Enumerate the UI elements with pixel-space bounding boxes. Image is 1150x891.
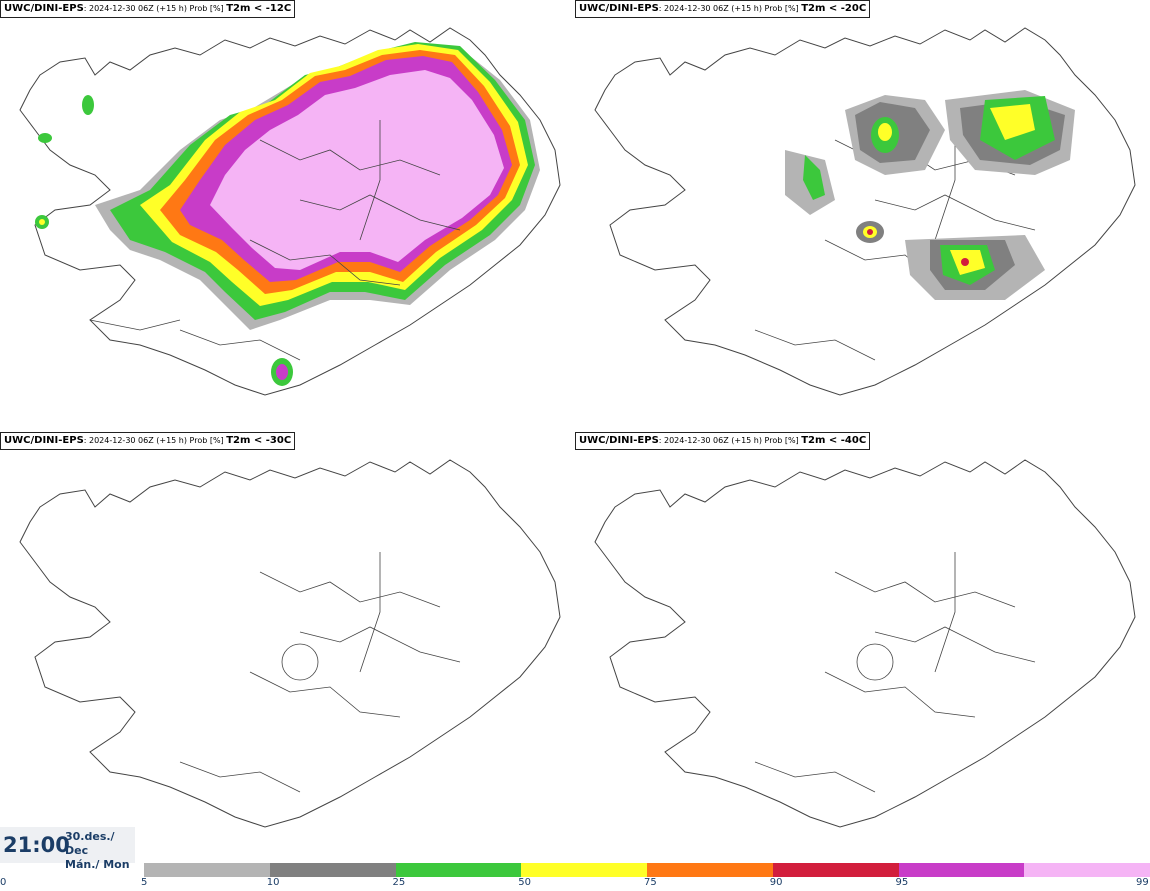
- colorbar-tick-label: 5: [141, 877, 148, 888]
- map-panel-t2m-minus12: UWC/DINI-EPS: 2024-12-30 06Z (+15 h) Pro…: [0, 0, 575, 432]
- threshold-label: T2m < -30C: [226, 435, 292, 446]
- probability-colorbar: [144, 863, 1150, 877]
- colorbar-tick-label: 10: [266, 877, 280, 888]
- colorbar-tick-label: 0: [0, 877, 7, 888]
- model-name: UWC/DINI-EPS: [4, 435, 84, 446]
- valid-time: 21:00: [3, 833, 70, 857]
- colorbar-segment: [269, 863, 396, 877]
- valid-date-line2: Mán./ Mon: [65, 858, 130, 871]
- iceland-map-minus40: [594, 459, 1136, 828]
- panel-title: UWC/DINI-EPS: 2024-12-30 06Z (+15 h) Pro…: [0, 432, 296, 450]
- colorbar-segment: [395, 863, 522, 877]
- panel-title: UWC/DINI-EPS: 2024-12-30 06Z (+15 h) Pro…: [575, 0, 871, 18]
- colorbar-tick-label: 99: [1136, 877, 1149, 888]
- map-panel-t2m-minus40: UWC/DINI-EPS: 2024-12-30 06Z (+15 h) Pro…: [575, 432, 1150, 864]
- iceland-map-minus20: [594, 27, 1136, 396]
- threshold-label: T2m < -40C: [801, 435, 867, 446]
- run-info: : 2024-12-30 06Z (+15 h) Prob [%]: [83, 4, 224, 13]
- threshold-label: T2m < -20C: [801, 3, 867, 14]
- colorbar-tick-label: 90: [769, 877, 783, 888]
- model-name: UWC/DINI-EPS: [4, 3, 84, 14]
- colorbar-segment: [647, 863, 773, 877]
- colorbar-segment: [521, 863, 647, 877]
- colorbar-segment: [144, 863, 270, 877]
- colorbar-tick-label: 95: [895, 877, 909, 888]
- colorbar-tick-label: 50: [518, 877, 531, 888]
- iceland-map-minus30: [19, 459, 561, 828]
- iceland-map-minus12: [19, 27, 561, 396]
- valid-date: 30.des./ Dec Mán./ Mon: [65, 830, 135, 872]
- valid-time-box: 21:00 30.des./ Dec Mán./ Mon: [0, 827, 135, 871]
- run-info: : 2024-12-30 06Z (+15 h) Prob [%]: [658, 436, 799, 445]
- map-panel-t2m-minus30: UWC/DINI-EPS: 2024-12-30 06Z (+15 h) Pro…: [0, 432, 575, 864]
- panel-title: UWC/DINI-EPS: 2024-12-30 06Z (+15 h) Pro…: [575, 432, 871, 450]
- colorbar-segment: [1024, 863, 1150, 877]
- colorbar-segment: [898, 863, 1025, 877]
- panel-title: UWC/DINI-EPS: 2024-12-30 06Z (+15 h) Pro…: [0, 0, 296, 18]
- run-info: : 2024-12-30 06Z (+15 h) Prob [%]: [658, 4, 799, 13]
- valid-date-line1: 30.des./ Dec: [65, 830, 115, 857]
- run-info: : 2024-12-30 06Z (+15 h) Prob [%]: [83, 436, 224, 445]
- threshold-label: T2m < -12C: [226, 3, 292, 14]
- map-panel-t2m-minus20: UWC/DINI-EPS: 2024-12-30 06Z (+15 h) Pro…: [575, 0, 1150, 432]
- colorbar-segment: [772, 863, 899, 877]
- colorbar-tick-label: 75: [644, 877, 657, 888]
- model-name: UWC/DINI-EPS: [579, 3, 659, 14]
- colorbar-tick-label: 25: [392, 877, 406, 888]
- model-name: UWC/DINI-EPS: [579, 435, 659, 446]
